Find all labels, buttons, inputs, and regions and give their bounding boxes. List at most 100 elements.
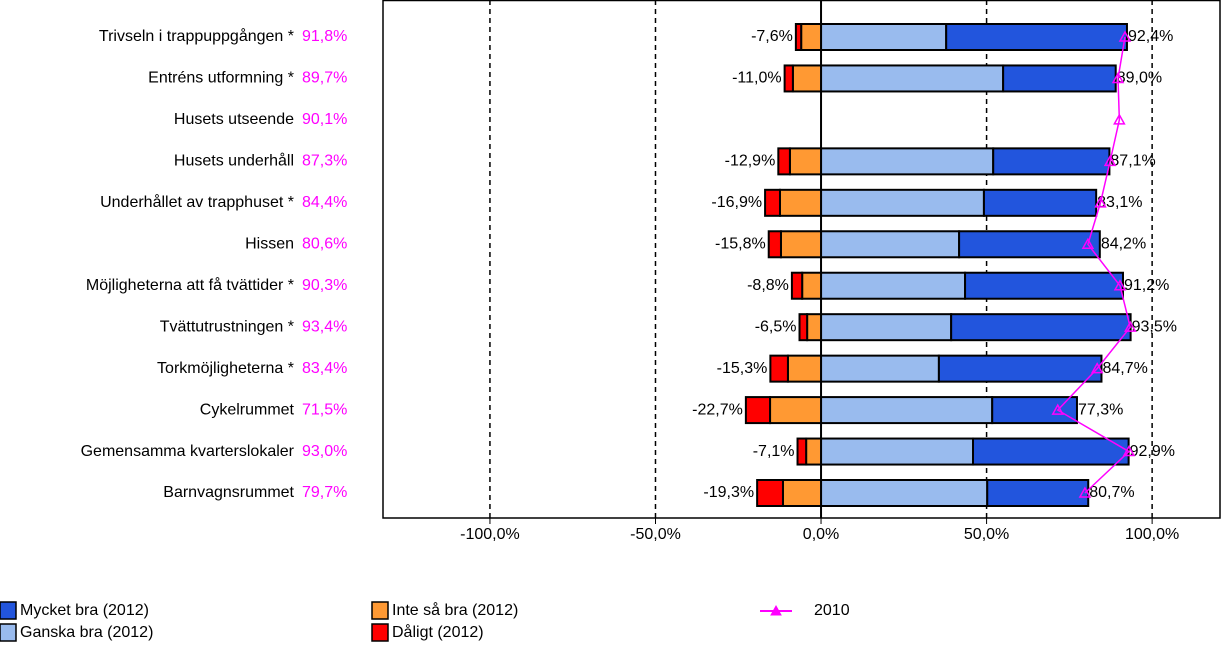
bar-segment — [820, 188, 985, 217]
positive-total-label: 92,9% — [1130, 443, 1175, 460]
category-label: Entréns utformning * — [148, 70, 294, 87]
bar-segment — [769, 396, 823, 425]
negative-total-label: -19,3% — [703, 484, 754, 501]
line-value-label: 90,1% — [302, 111, 347, 128]
bar-segment — [945, 23, 1128, 51]
line-marker — [1103, 154, 1117, 167]
bar-segment — [796, 437, 808, 466]
x-tick-label: 100,0% — [1125, 526, 1179, 543]
legend-marker — [770, 604, 782, 616]
negative-total-label: -16,9% — [711, 194, 762, 211]
positive-total-label: 84,2% — [1101, 235, 1146, 252]
category-label: Cykelrummet — [200, 401, 295, 418]
bar-segment — [820, 64, 1005, 93]
line-value-label: 80,6% — [302, 235, 347, 252]
bar-segment — [820, 437, 975, 466]
positive-total-label: 84,7% — [1102, 360, 1147, 377]
bar-segment — [801, 271, 823, 300]
bar-segment — [786, 354, 823, 383]
negative-total-label: -15,3% — [717, 360, 768, 377]
category-label: Möjligheterna att få tvättider * — [86, 276, 294, 294]
line-value-label: 83,4% — [302, 360, 347, 377]
bar-segment — [783, 64, 794, 93]
legend-item: 2010 — [760, 602, 850, 619]
bar-segment — [798, 313, 809, 342]
legend-swatch — [371, 601, 389, 620]
negative-total-label: -11,0% — [732, 70, 782, 87]
positive-total-label: 91,2% — [1124, 277, 1169, 294]
bar-segment — [764, 188, 781, 217]
category-label: Barnvagnsrummet — [163, 484, 294, 501]
bar-segment — [805, 437, 823, 466]
positive-total-label: 83,1% — [1097, 194, 1142, 211]
line-marker — [1094, 196, 1107, 208]
bar-segment — [964, 271, 1124, 300]
legend-item: Mycket bra (2012) — [0, 601, 149, 620]
line-value-label: 79,7% — [302, 484, 347, 501]
bar-segment — [820, 230, 961, 259]
line-value-label: 71,5% — [302, 401, 347, 418]
bar-segment — [986, 479, 1090, 507]
line-marker — [1081, 237, 1095, 250]
legend-item: Ganska bra (2012) — [0, 623, 153, 642]
bar-segment — [806, 313, 823, 342]
x-tick-label: 50,0% — [964, 526, 1009, 543]
positive-total-label: 93,5% — [1132, 318, 1177, 335]
bar-segment — [820, 23, 948, 51]
line-value-label: 93,4% — [302, 318, 347, 335]
bar-segment — [820, 271, 967, 300]
legend-item: Inte så bra (2012) — [371, 601, 518, 620]
legend-swatch — [0, 601, 17, 620]
bar-segment — [1002, 64, 1117, 93]
bar-segment — [820, 313, 953, 342]
category-label: Underhållet av trapphuset * — [100, 193, 294, 211]
negative-total-label: -15,8% — [715, 235, 766, 252]
line-value-label: 91,8% — [302, 28, 347, 45]
bar-segment — [788, 147, 823, 176]
bar-segment — [820, 396, 994, 425]
legend-label: Ganska bra (2012) — [20, 624, 153, 641]
negative-total-label: -12,9% — [725, 153, 776, 170]
category-label: Tvättutrustningen * — [160, 318, 294, 335]
line-value-label: 84,4% — [302, 194, 347, 211]
bar-segment — [937, 354, 1103, 383]
bar-segment — [791, 64, 823, 93]
bar-segment — [800, 23, 823, 51]
positive-total-label: 87,1% — [1110, 153, 1155, 170]
negative-total-label: -8,8% — [747, 277, 789, 294]
bar-segment — [781, 479, 823, 507]
bar-segment — [777, 147, 791, 176]
bar-segment — [820, 354, 940, 383]
category-label: Trivseln i trappuppgången * — [99, 27, 294, 45]
bar-segment — [769, 354, 789, 383]
x-tick-label: -100,0% — [460, 526, 520, 543]
line-value-label: 90,3% — [302, 277, 347, 294]
bar-segment — [756, 479, 784, 507]
legend-label: Inte så bra (2012) — [392, 601, 518, 619]
category-label: Gemensamma kvarterslokaler — [81, 443, 295, 460]
line-2010 — [1056, 36, 1132, 494]
legend-swatch — [0, 623, 17, 642]
category-label: Husets utseende — [174, 111, 294, 128]
positive-total-label: 80,7% — [1089, 484, 1134, 501]
line-value-label: 93,0% — [302, 443, 347, 460]
line-marker — [1111, 71, 1125, 84]
line-value-label: 87,3% — [302, 153, 347, 170]
bar-segment — [794, 23, 803, 51]
negative-total-label: -22,7% — [692, 401, 743, 418]
negative-total-label: -7,6% — [751, 28, 793, 45]
category-label: Hissen — [245, 235, 294, 252]
line-marker — [1090, 362, 1104, 374]
negative-total-label: -6,5% — [755, 318, 797, 335]
line-marker — [1118, 30, 1132, 42]
x-tick-label: -50,0% — [630, 526, 681, 543]
plot-frame — [382, 0, 1221, 519]
positive-total-label: 92,4% — [1128, 28, 1173, 45]
category-label: Torkmöjligheterna * — [157, 360, 294, 377]
bar-segment — [972, 437, 1130, 466]
legend-label: Mycket bra (2012) — [20, 602, 149, 619]
bar-segment — [992, 147, 1111, 176]
line-marker — [1123, 320, 1137, 332]
line-marker — [1078, 486, 1092, 498]
